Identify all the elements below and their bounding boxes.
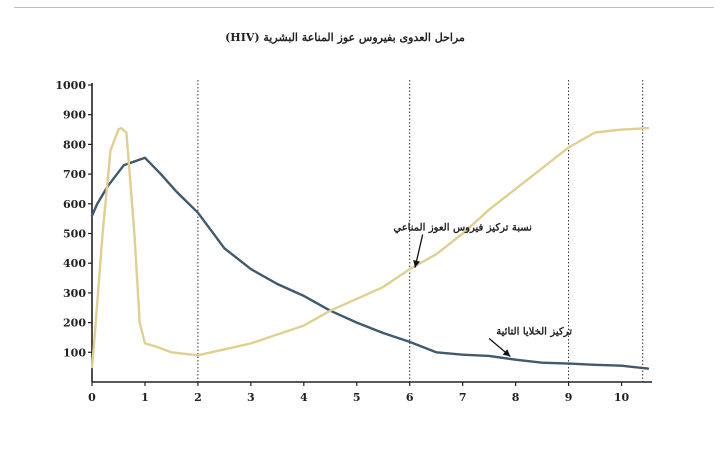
- y-tick-label: 700: [63, 168, 86, 181]
- x-tick-label: 2: [194, 391, 202, 404]
- x-tick-label: 9: [565, 391, 573, 404]
- plot-area: 100 200 300 400 500 600 700 800 900 1000 0 1 2 3 4 5 6 7 8…: [55, 79, 652, 404]
- chart-title: مراحل العدوى بفيروس عوز المناعة البشرية …: [225, 31, 465, 44]
- y-tick-label: 400: [63, 257, 86, 270]
- x-tick-label: 6: [406, 391, 414, 404]
- y-tick-label: 900: [63, 109, 86, 122]
- y-tick-label: 200: [63, 317, 86, 330]
- virus-annotation: نسبة تركيز فيروس العوز المناعي: [393, 223, 532, 234]
- x-tick-label: 8: [512, 391, 520, 404]
- virus-line: [90, 126, 650, 369]
- annotation-arrow-head: [502, 349, 511, 357]
- x-tick-label: 1: [141, 391, 149, 404]
- x-tick-label: 4: [300, 391, 308, 404]
- top-rule: [14, 7, 714, 8]
- y-tick-label: 800: [63, 138, 86, 151]
- x-tick-label: 0: [88, 391, 96, 404]
- x-tick-label: 3: [247, 391, 255, 404]
- x-tick-label: 5: [353, 391, 361, 404]
- y-tick-label: 300: [63, 287, 86, 300]
- y-tick-label: 500: [63, 228, 86, 241]
- y-tick-label: 600: [63, 198, 86, 211]
- x-tick-label: 7: [459, 391, 467, 404]
- annotation-arrow-head: [413, 260, 420, 268]
- y-tick-label: 1000: [55, 79, 86, 92]
- y-tick-label: 100: [63, 346, 86, 359]
- x-tick-label: 10: [614, 391, 630, 404]
- t-cell-annotation: تركيز الخلايا التائية: [496, 326, 572, 337]
